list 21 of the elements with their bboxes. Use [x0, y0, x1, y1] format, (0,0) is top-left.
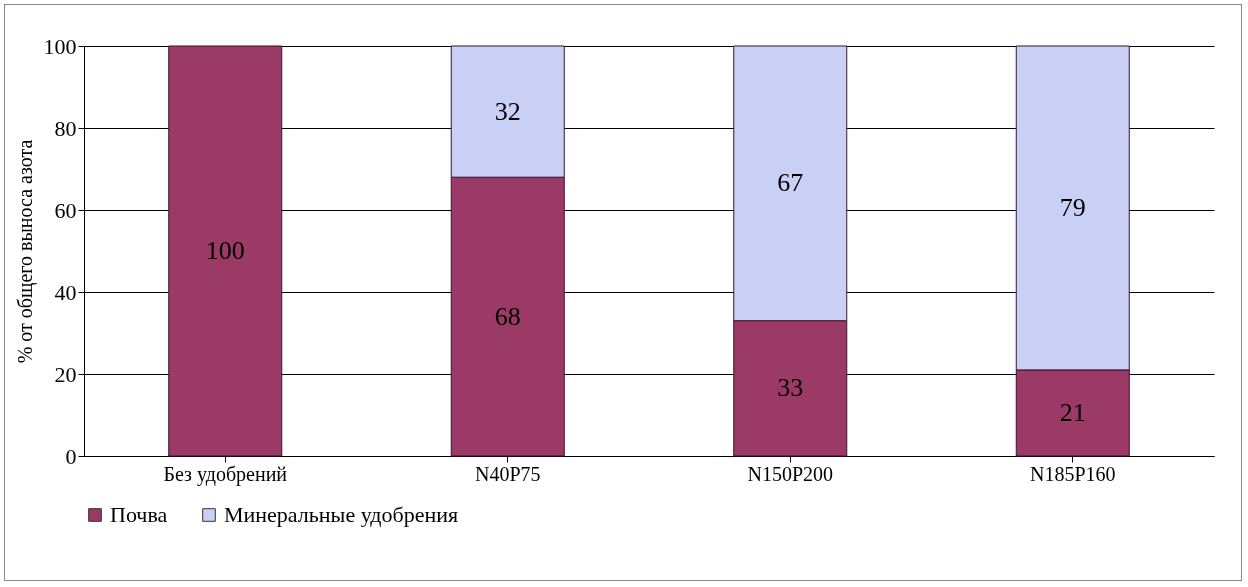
data-label: 21: [1059, 397, 1086, 427]
x-tick-label: N185P160: [1029, 462, 1116, 485]
data-label: 68: [494, 301, 521, 331]
data-label: 67: [777, 168, 804, 198]
x-tick-label: N150P200: [747, 462, 834, 485]
legend-label: Минеральные удобрения: [224, 502, 459, 527]
x-tick-label: Без удобрений: [163, 462, 288, 486]
y-tick-label: 0: [65, 443, 77, 469]
data-label: 100: [205, 236, 245, 265]
legend-label: Почва: [110, 502, 168, 527]
y-tick-label: 20: [54, 361, 77, 387]
y-tick-label: 60: [54, 197, 77, 223]
data-label: 79: [1059, 192, 1086, 222]
y-tick-label: 100: [43, 33, 77, 59]
x-tick-label: N40P75: [474, 462, 541, 485]
y-tick-label: 40: [54, 279, 77, 305]
data-label: 32: [494, 96, 521, 126]
y-axis-title: % от общего выноса азота: [13, 139, 37, 364]
data-label: 33: [777, 373, 804, 403]
bar: [168, 45, 283, 457]
y-tick-label: 80: [54, 115, 77, 141]
